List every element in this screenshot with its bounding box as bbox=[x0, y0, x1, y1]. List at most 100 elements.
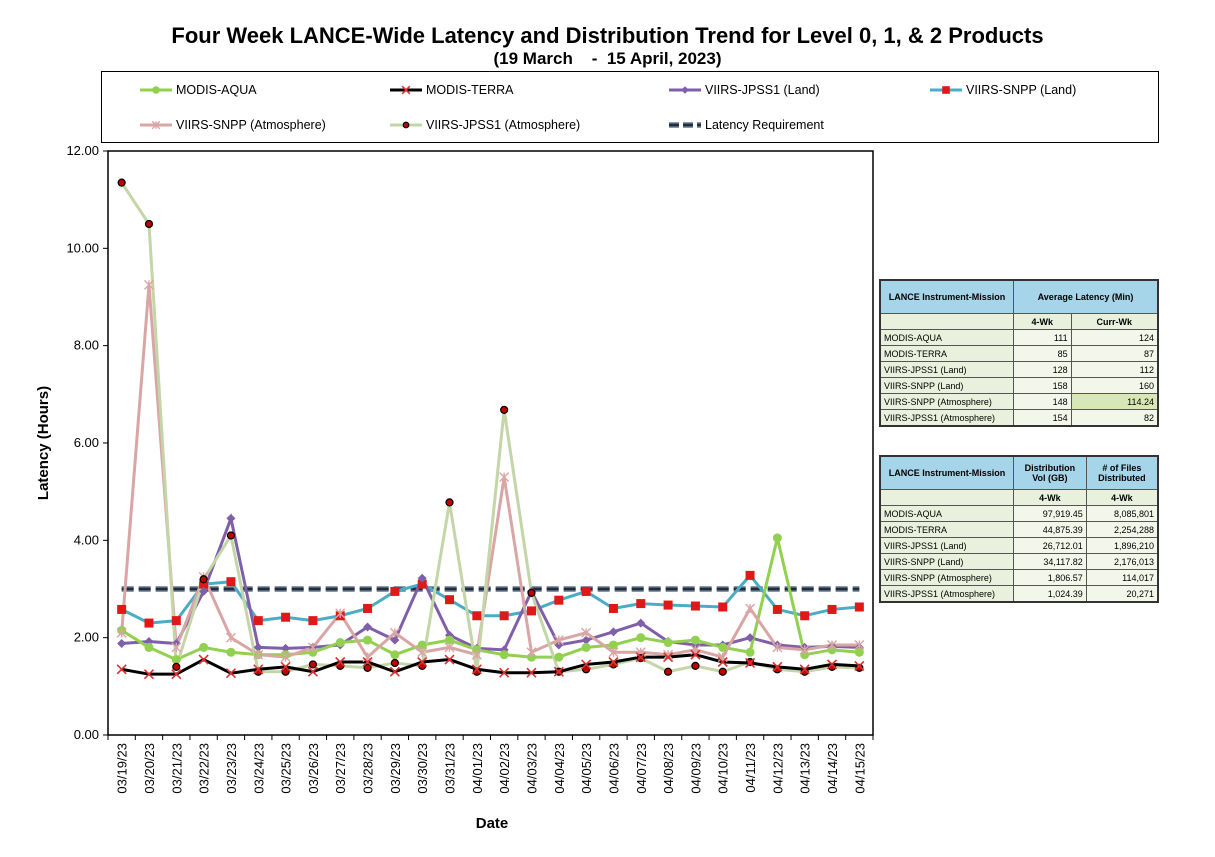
data-point bbox=[144, 618, 154, 628]
x-tick-label: 04/07/23 bbox=[634, 743, 649, 794]
x-tick-label: 04/09/23 bbox=[688, 743, 703, 794]
data-point bbox=[171, 642, 182, 653]
data-point bbox=[417, 579, 427, 589]
x-tick-label: 03/30/23 bbox=[415, 743, 430, 794]
table-cell: 85 bbox=[1013, 345, 1072, 362]
data-point bbox=[827, 604, 837, 614]
data-point bbox=[690, 649, 701, 660]
x-tick-label: 03/20/23 bbox=[142, 743, 157, 794]
series-markers bbox=[116, 279, 865, 663]
legend-label: MODIS-TERRA bbox=[426, 83, 514, 97]
data-point bbox=[445, 498, 454, 507]
x-tick-label: 04/02/23 bbox=[497, 743, 512, 794]
table-subheader: 4-Wk bbox=[1085, 489, 1159, 506]
legend-item: MODIS-TERRA bbox=[388, 81, 514, 99]
data-point bbox=[225, 668, 237, 679]
data-point bbox=[772, 661, 783, 672]
table-row: VIIRS-JPSS1 (Land) 128 112 bbox=[879, 361, 1159, 378]
y-tick-label: 4.00 bbox=[74, 532, 99, 547]
legend-swatch bbox=[140, 86, 172, 94]
data-point bbox=[445, 635, 455, 645]
x-tick-label: 04/03/23 bbox=[524, 743, 539, 794]
data-point bbox=[691, 661, 700, 670]
table-cell: 154 bbox=[1013, 409, 1072, 427]
table-row-label: VIIRS-JPSS1 (Atmosphere) bbox=[879, 585, 1014, 603]
table-cell: 8,085,801 bbox=[1085, 505, 1159, 522]
x-tick-label: 04/14/23 bbox=[825, 743, 840, 794]
table-cell: 1,024.39 bbox=[1013, 585, 1087, 603]
data-point bbox=[143, 669, 155, 680]
data-point bbox=[800, 611, 810, 621]
data-point bbox=[499, 472, 510, 483]
table-header: Average Latency (Min) bbox=[1013, 279, 1159, 314]
data-point bbox=[500, 405, 509, 415]
y-tick-label: 6.00 bbox=[74, 435, 99, 450]
data-point bbox=[253, 616, 263, 626]
table-row-label: VIIRS-SNPP (Land) bbox=[879, 553, 1014, 570]
data-point bbox=[636, 618, 646, 628]
table-header: # of Files Distributed bbox=[1085, 455, 1159, 490]
data-point bbox=[663, 638, 673, 648]
y-tick-label: 8.00 bbox=[74, 338, 99, 353]
table-row-label: VIIRS-SNPP (Land) bbox=[879, 377, 1014, 394]
legend-swatch bbox=[669, 122, 701, 128]
x-tick-label: 04/15/23 bbox=[852, 743, 867, 794]
x-tick-label: 03/25/23 bbox=[279, 743, 294, 794]
table-cell bbox=[879, 313, 1014, 330]
legend-item: VIIRS-SNPP (Atmosphere) bbox=[138, 116, 326, 134]
data-point bbox=[635, 652, 646, 663]
data-point bbox=[690, 601, 700, 611]
x-tick-label: 04/05/23 bbox=[579, 743, 594, 794]
data-point bbox=[854, 602, 864, 612]
data-point bbox=[171, 669, 182, 680]
data-point bbox=[363, 635, 373, 645]
data-point bbox=[636, 633, 646, 643]
table-row: LANCE Instrument-Mission Average Latency… bbox=[879, 279, 1159, 314]
table-row-label: MODIS-AQUA bbox=[879, 505, 1014, 522]
distribution-table: LANCE Instrument-Mission Distribution Vo… bbox=[879, 455, 1159, 603]
data-point bbox=[362, 656, 373, 668]
data-point bbox=[281, 643, 291, 653]
data-point bbox=[402, 121, 410, 129]
table-cell: 44,875.39 bbox=[1013, 521, 1087, 538]
data-point bbox=[772, 604, 782, 614]
y-tick-label: 12.00 bbox=[66, 143, 99, 158]
data-point bbox=[151, 120, 161, 130]
table-cell: 34,117.82 bbox=[1013, 553, 1087, 570]
data-point bbox=[417, 647, 428, 658]
data-point bbox=[799, 664, 810, 675]
table-row-label: VIIRS-JPSS1 (Land) bbox=[879, 361, 1014, 378]
legend-label: VIIRS-SNPP (Atmosphere) bbox=[176, 118, 326, 132]
data-point bbox=[826, 659, 838, 670]
data-point bbox=[581, 627, 592, 638]
legend-item: Latency Requirement bbox=[667, 116, 824, 134]
table-row: MODIS-AQUA 97,919.45 8,085,801 bbox=[879, 505, 1159, 522]
table-row: MODIS-TERRA 44,875.39 2,254,288 bbox=[879, 521, 1159, 538]
x-tick-label: 03/26/23 bbox=[306, 743, 321, 794]
data-point bbox=[171, 655, 181, 665]
x-tick-label: 03/31/23 bbox=[443, 743, 458, 794]
table-row: VIIRS-SNPP (Land) 34,117.82 2,176,013 bbox=[879, 553, 1159, 570]
table-cell: 128 bbox=[1013, 361, 1072, 378]
data-point bbox=[307, 642, 318, 653]
data-point bbox=[471, 664, 482, 675]
data-point bbox=[527, 588, 536, 597]
legend-label: MODIS-AQUA bbox=[176, 83, 257, 97]
data-point bbox=[526, 667, 537, 678]
table-cell: 114,017 bbox=[1085, 569, 1159, 586]
data-point bbox=[417, 573, 427, 583]
data-point bbox=[526, 647, 537, 658]
data-point bbox=[117, 604, 127, 614]
data-point bbox=[280, 661, 291, 672]
table-cell: 112 bbox=[1070, 361, 1159, 378]
data-point bbox=[745, 647, 755, 657]
data-point bbox=[554, 652, 564, 662]
data-point bbox=[799, 644, 810, 655]
series-line bbox=[120, 284, 860, 660]
data-point bbox=[690, 644, 701, 655]
series-line bbox=[121, 513, 860, 652]
table-row-label: VIIRS-JPSS1 (Atmosphere) bbox=[879, 409, 1014, 427]
data-point bbox=[335, 638, 345, 648]
table-cell bbox=[879, 489, 1014, 506]
